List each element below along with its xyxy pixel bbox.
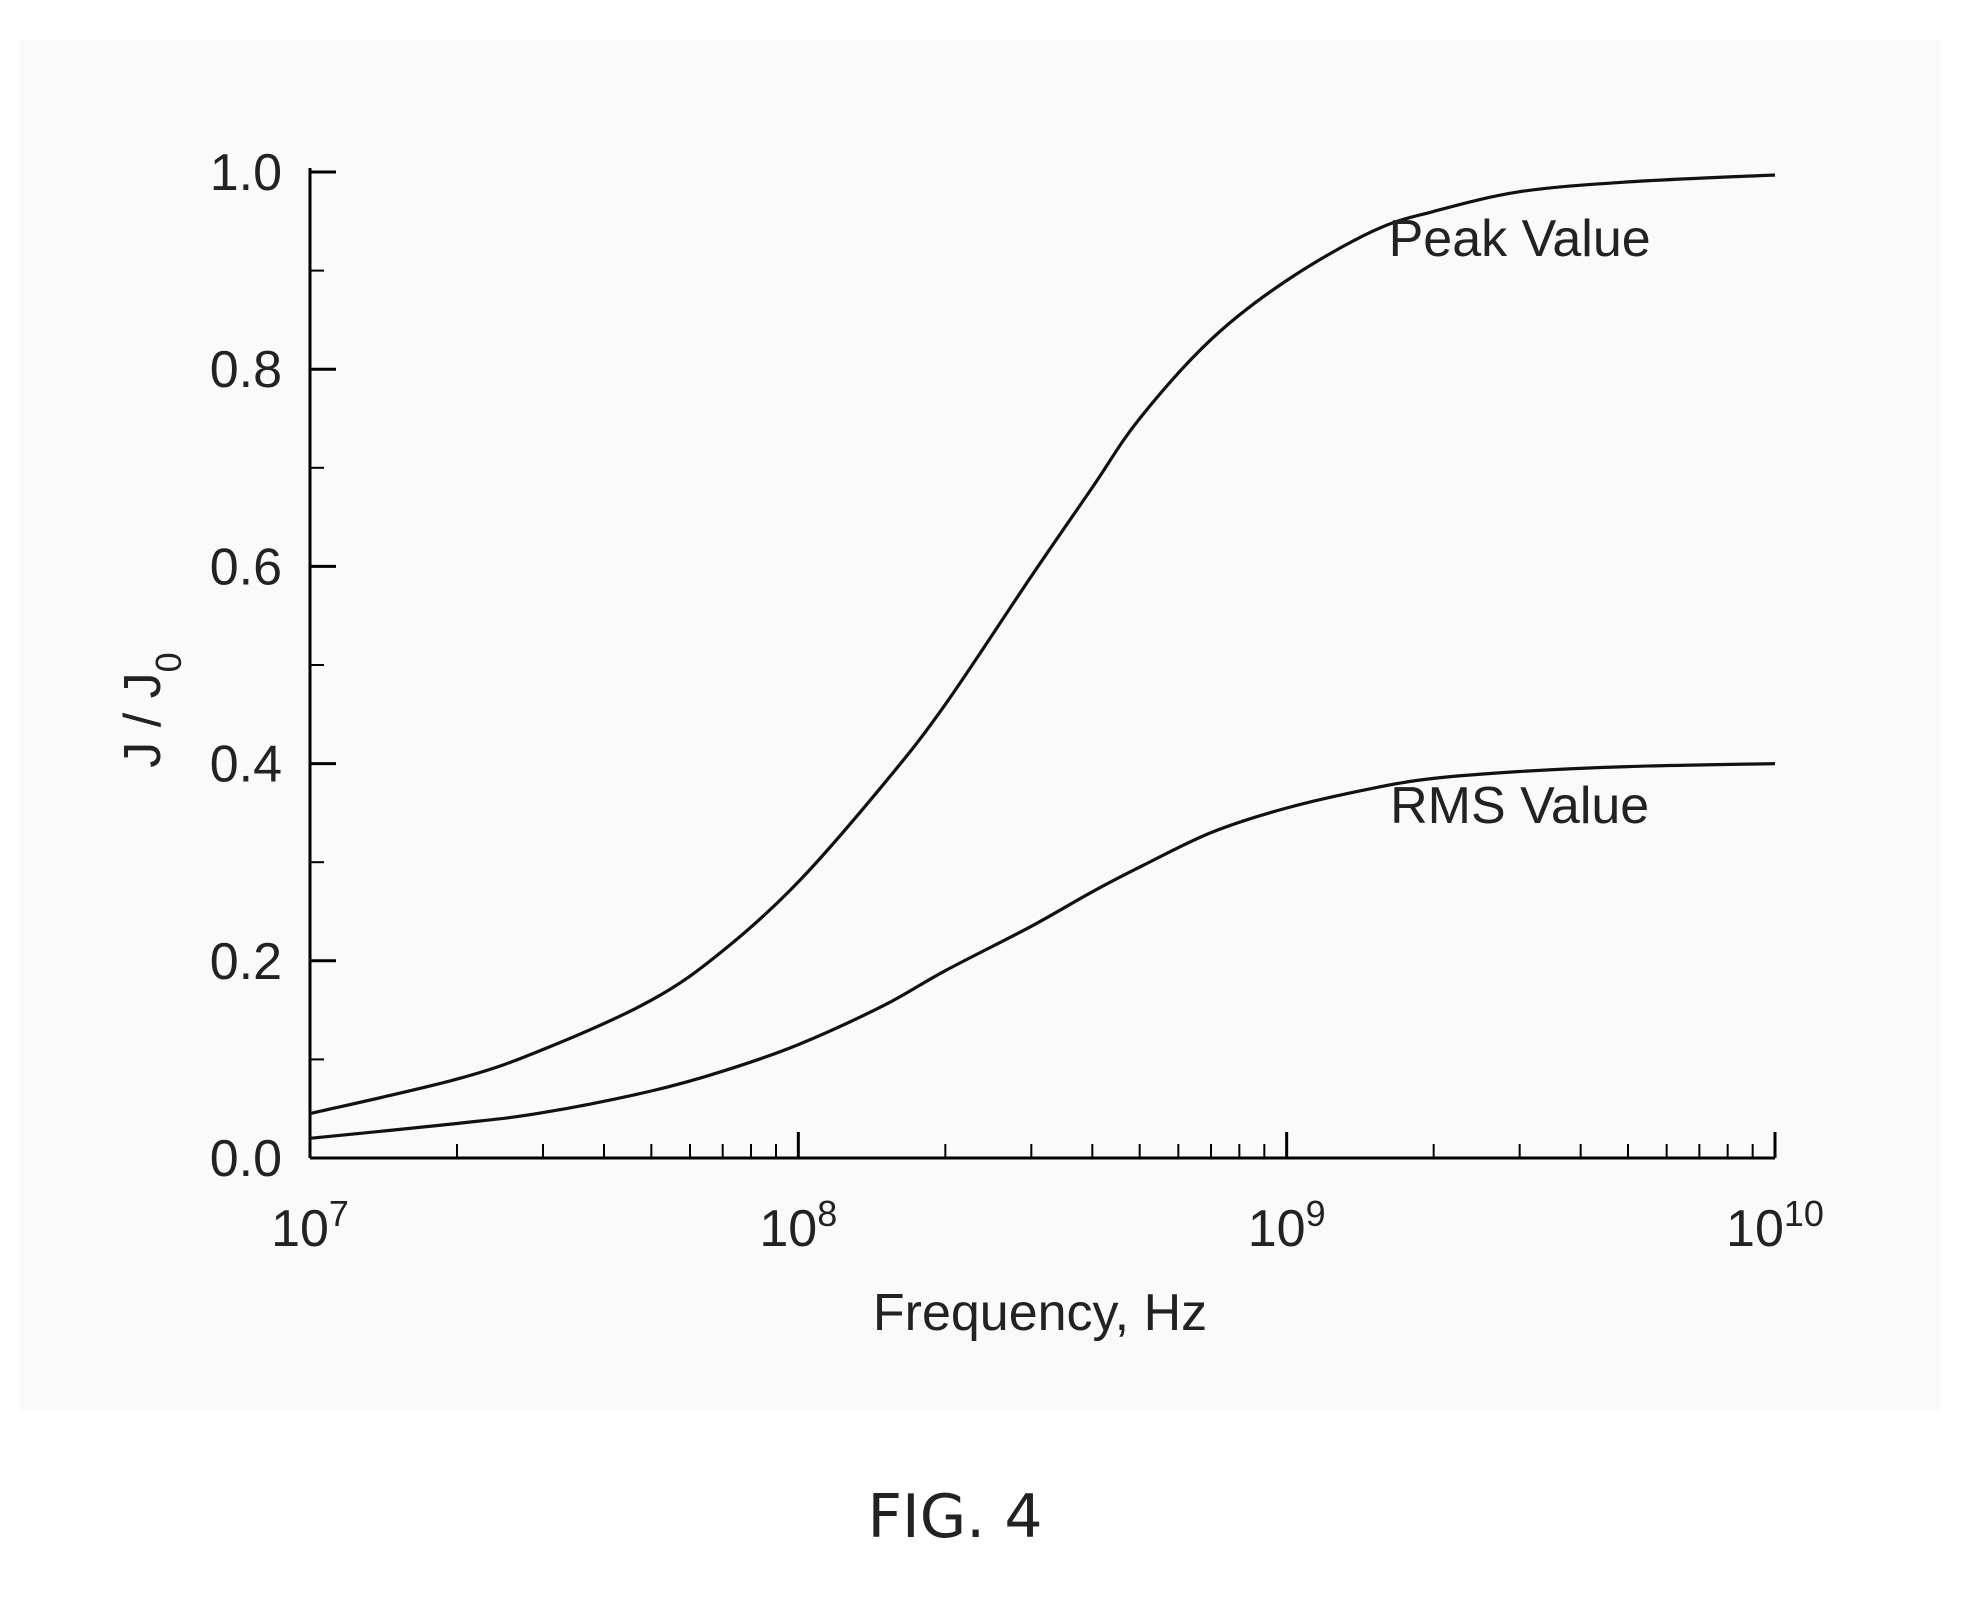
x-tick-base: 10 (1248, 1200, 1306, 1258)
y-axis-label-sub: 0 (148, 652, 189, 672)
figure-caption: FIG. 4 (867, 1482, 1042, 1552)
annotation-rms-value: RMS Value (1390, 777, 1649, 835)
y-tick-label: 0.6 (210, 538, 282, 596)
x-tick-exponent: 8 (817, 1193, 837, 1234)
y-tick-label: 0.2 (210, 933, 282, 991)
x-tick-base: 10 (759, 1200, 817, 1258)
x-tick-exponent: 9 (1306, 1193, 1326, 1234)
y-tick-label: 0.0 (210, 1130, 282, 1188)
y-tick-label: 0.8 (210, 341, 282, 399)
y-axis-label-main: J / J (114, 672, 172, 767)
y-tick-label: 1.0 (210, 144, 282, 202)
x-tick-exponent: 10 (1784, 1193, 1824, 1234)
x-tick-exponent: 7 (329, 1193, 349, 1234)
y-tick-label: 0.4 (210, 736, 282, 794)
x-tick-base: 10 (271, 1200, 329, 1258)
annotation-peak-value: Peak Value (1389, 210, 1651, 268)
x-tick-base: 10 (1726, 1200, 1784, 1258)
x-axis-label: Frequency, Hz (873, 1284, 1207, 1342)
